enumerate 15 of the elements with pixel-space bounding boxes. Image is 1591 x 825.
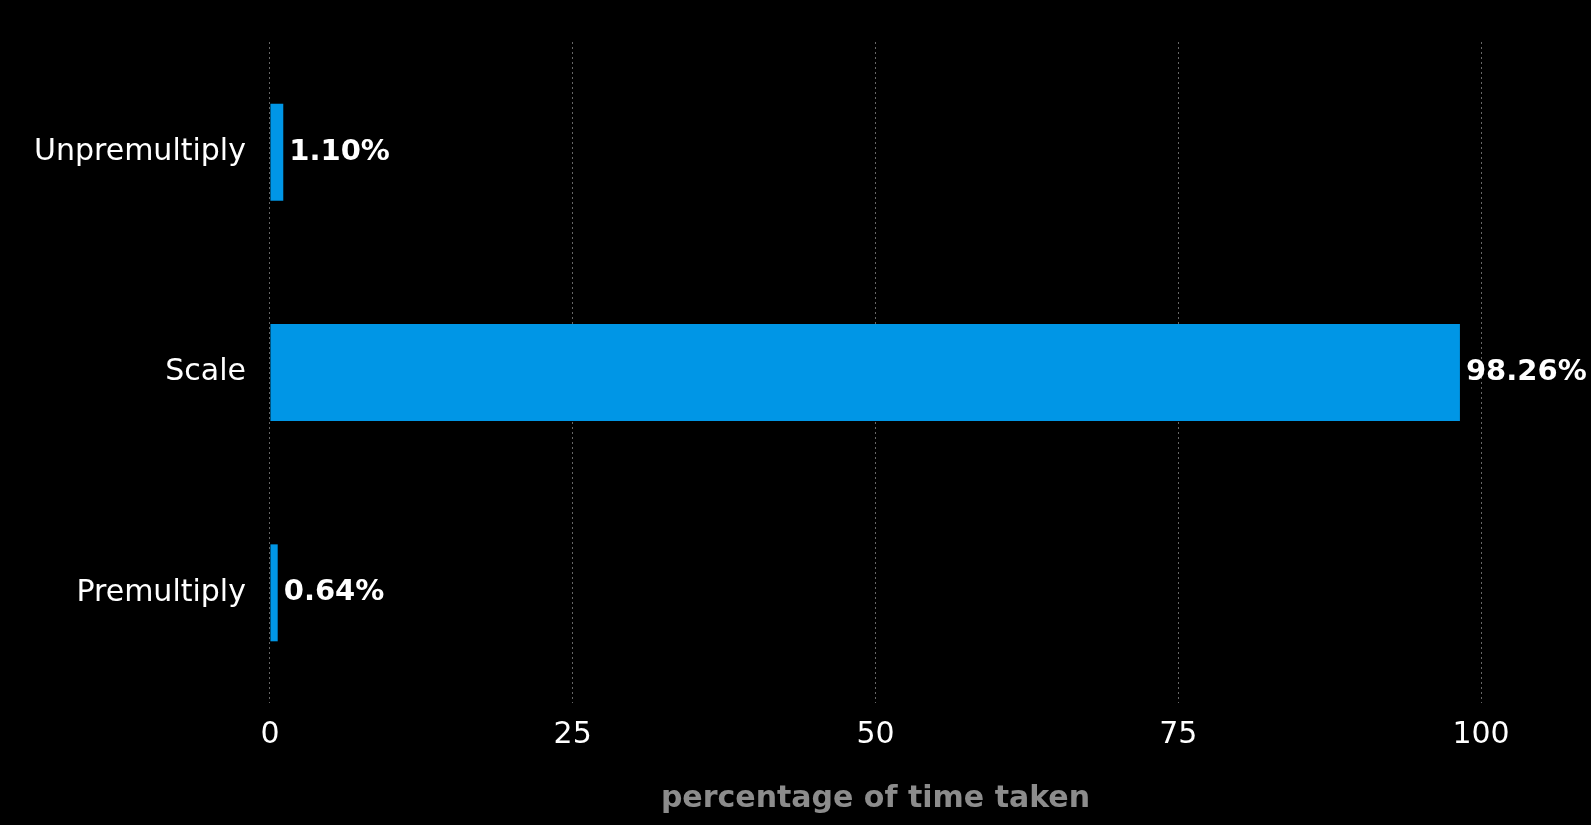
x-tick-label: 100 [1452, 714, 1510, 750]
y-tick-label: Premultiply [76, 572, 246, 608]
x-tick-label: 0 [260, 714, 280, 750]
x-tick-label: 25 [553, 714, 592, 750]
x-tick-label: 50 [856, 714, 895, 750]
bar [270, 544, 278, 642]
bar [270, 324, 1460, 421]
y-tick-label: Scale [165, 352, 246, 388]
data-label: 98.26% [1465, 353, 1587, 388]
bar [270, 103, 284, 201]
data-label: 1.10% [289, 132, 390, 167]
x-axis-title: percentage of time taken [660, 778, 1091, 814]
data-label: 0.64% [283, 573, 385, 608]
x-tick-label: 75 [1159, 714, 1198, 750]
y-tick-label: Unpremultiply [34, 131, 246, 167]
